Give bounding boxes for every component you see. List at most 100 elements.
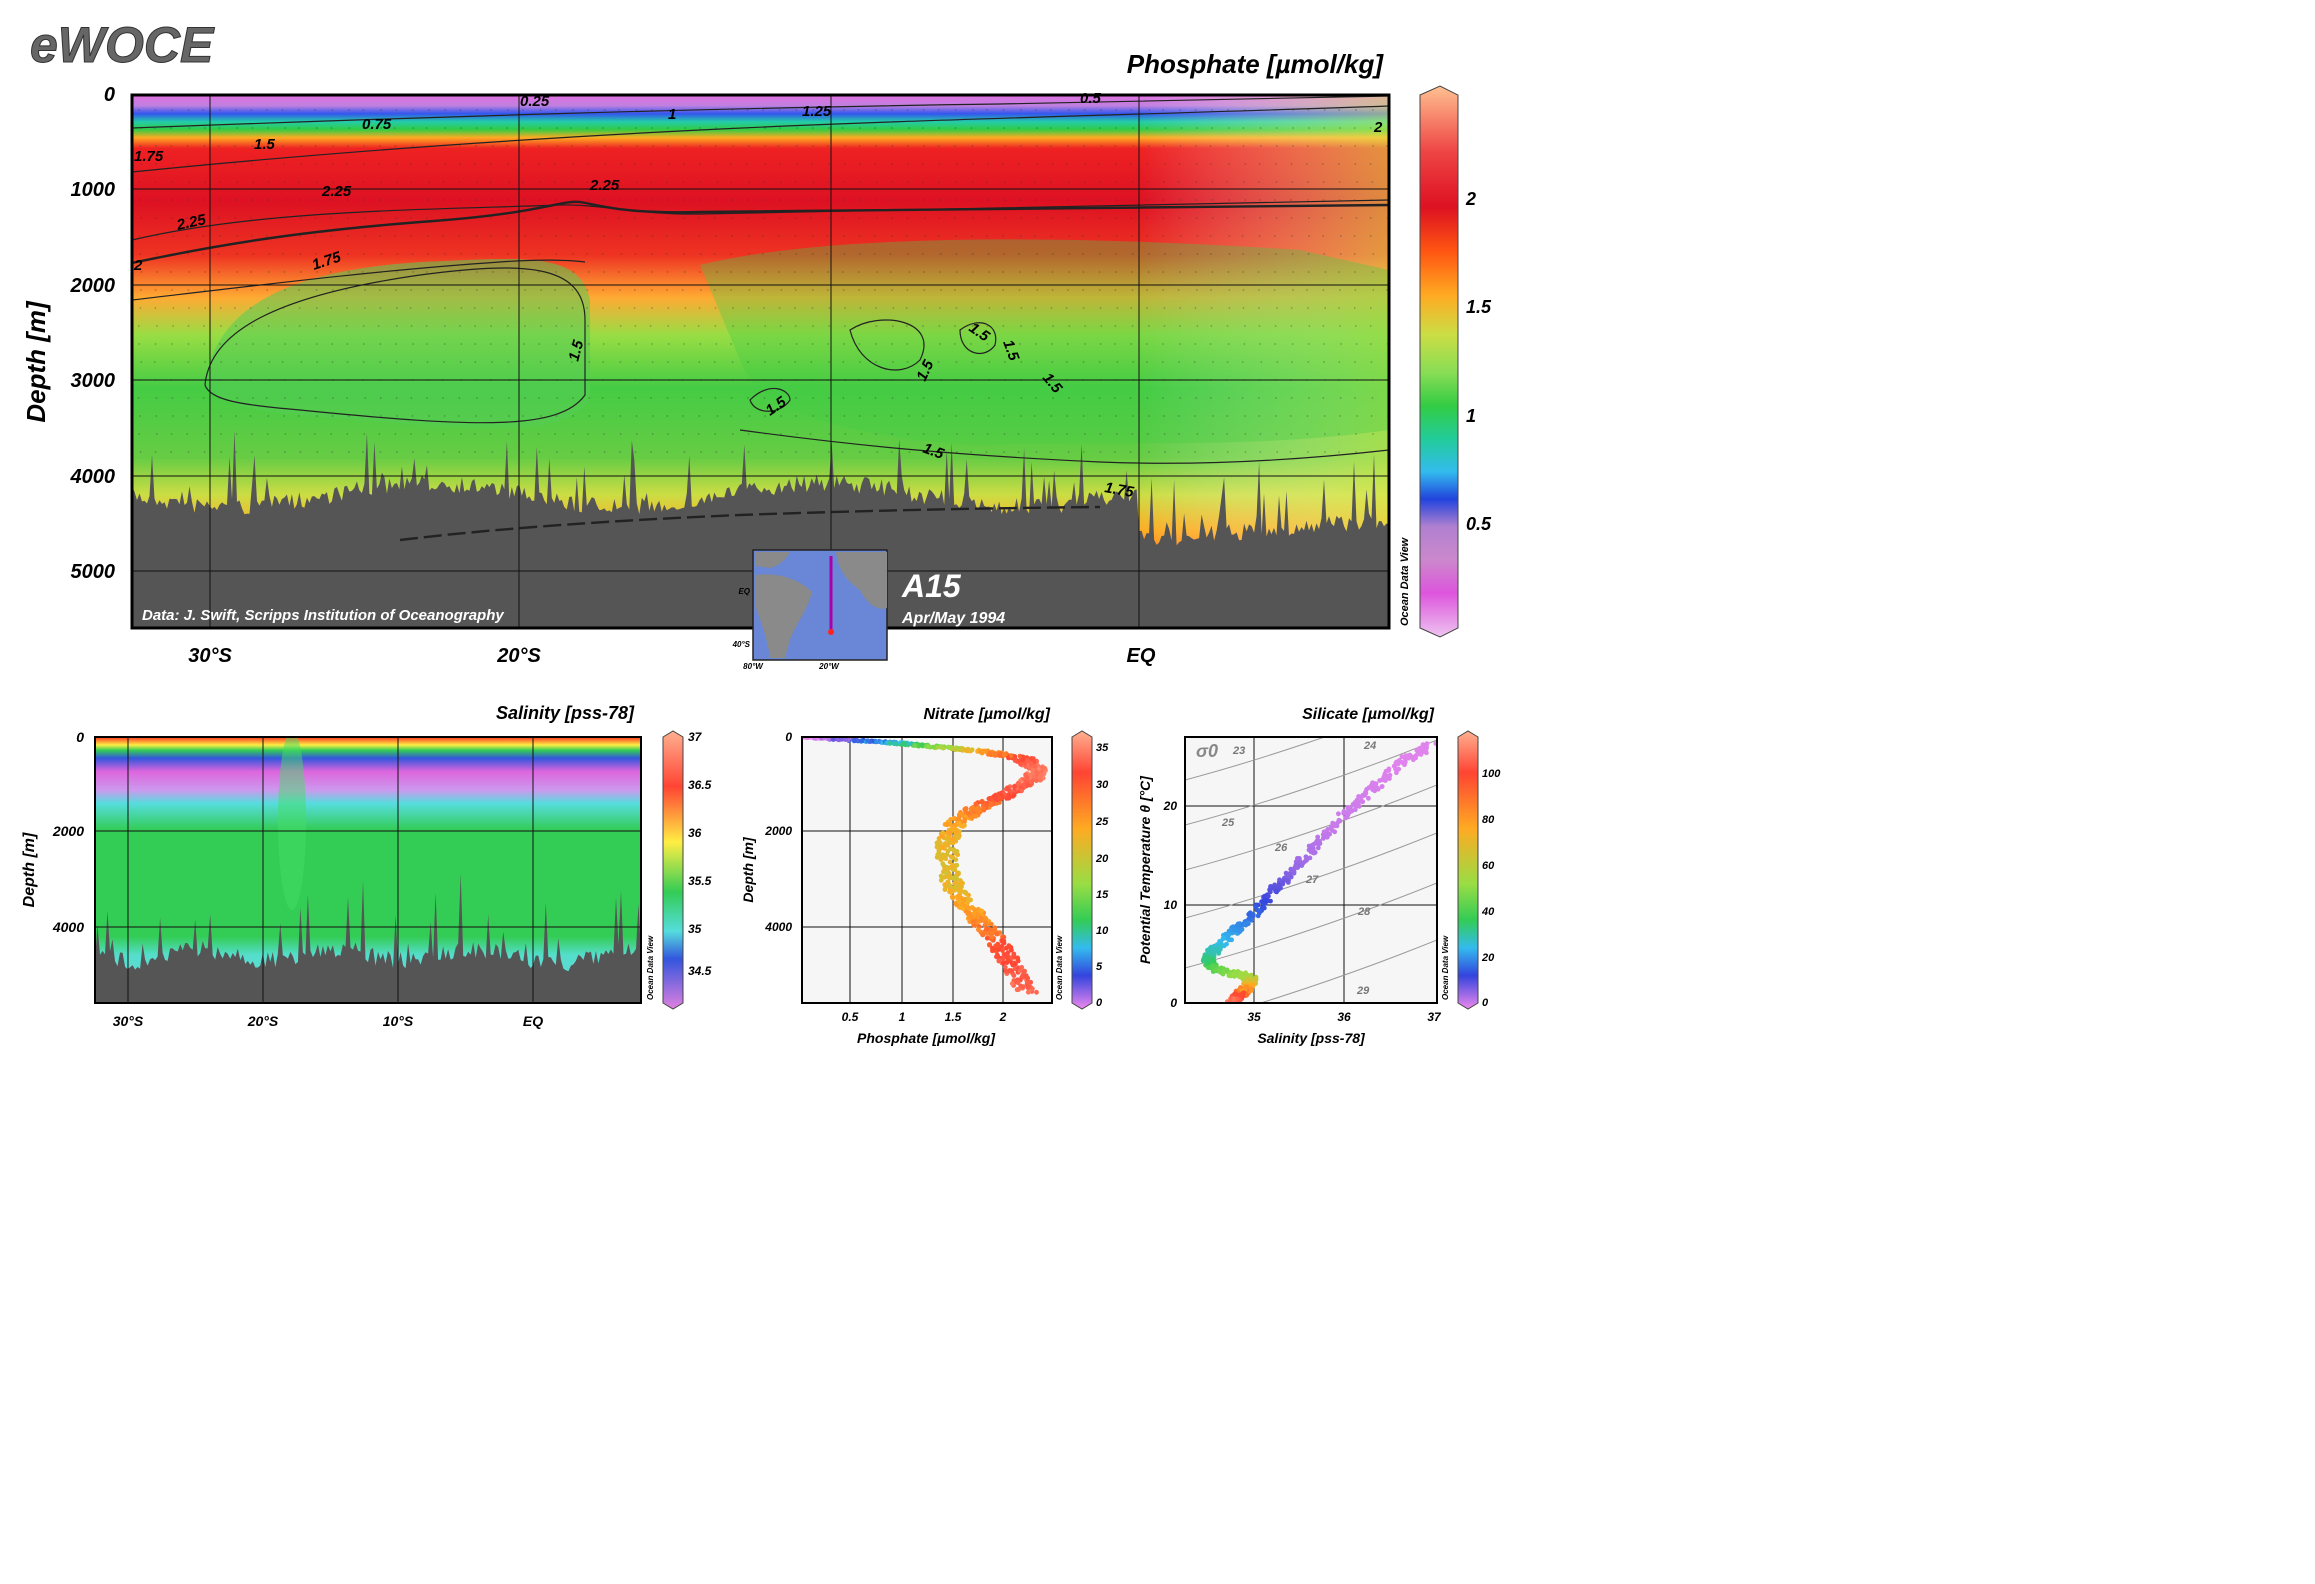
station-sample: [794, 325, 797, 327]
station-sample: [1290, 325, 1293, 327]
station-sample: [538, 271, 540, 273]
station-sample: [748, 145, 750, 147]
scatter-point: [1036, 766, 1042, 772]
scatter-point: [1234, 992, 1239, 998]
station-sample: [587, 109, 590, 111]
colorbar-tick: 0.5: [1466, 514, 1492, 534]
scatter-point: [983, 916, 989, 921]
station-sample: [506, 145, 509, 147]
station-sample: [1258, 253, 1261, 255]
station-sample: [1050, 307, 1053, 309]
station-sample: [1355, 451, 1357, 453]
station-sample: [651, 361, 654, 363]
scatter-point: [976, 918, 982, 924]
station-sample: [890, 181, 893, 183]
station-sample: [1145, 199, 1148, 201]
station-sample: [396, 307, 398, 309]
scatter-point: [938, 877, 944, 883]
station-sample: [282, 163, 285, 165]
station-sample: [1098, 397, 1101, 399]
station-sample: [858, 343, 861, 345]
station-sample: [572, 109, 574, 111]
station-sample: [154, 307, 157, 309]
station-sample: [1307, 307, 1309, 309]
station-sample: [329, 271, 332, 273]
station-sample: [1227, 343, 1230, 345]
station-sample: [187, 451, 190, 453]
station-sample: [363, 217, 366, 219]
station-sample: [1275, 145, 1278, 147]
station-sample: [810, 217, 812, 219]
station-sample: [1161, 397, 1164, 399]
station-sample: [939, 307, 941, 309]
station-sample: [521, 361, 524, 363]
station-sample: [395, 325, 398, 327]
station-sample: [137, 397, 140, 399]
section-date: Apr/May 1994: [901, 610, 1005, 627]
station-sample: [298, 343, 300, 345]
station-sample: [345, 163, 348, 165]
station-sample: [652, 199, 654, 201]
station-sample: [505, 343, 508, 345]
station-sample: [379, 451, 382, 453]
contour-label: 2.25: [174, 211, 208, 234]
station-sample: [891, 361, 894, 363]
station-sample: [155, 397, 158, 399]
station-sample: [140, 271, 143, 273]
station-sample: [1196, 163, 1198, 165]
station-sample: [540, 235, 542, 237]
station-sample: [1305, 163, 1308, 165]
station-sample: [473, 163, 476, 165]
station-sample: [940, 397, 943, 399]
station-sample: [1115, 217, 1117, 219]
station-sample: [428, 181, 430, 183]
station-sample: [859, 397, 861, 399]
x-tick: 20°S: [496, 645, 541, 667]
scatter-point: [1288, 874, 1294, 880]
nit-grid: [802, 737, 1052, 1003]
station-sample: [1081, 217, 1084, 219]
station-sample: [586, 307, 588, 309]
station-sample: [362, 181, 365, 183]
station-sample: [1226, 451, 1229, 453]
scatter-point: [1271, 886, 1277, 892]
scatter-point: [997, 795, 1003, 801]
station-sample: [1226, 361, 1229, 363]
ts-watermark: Ocean Data View: [1441, 935, 1450, 1000]
station-sample: [1162, 199, 1165, 201]
main-x-ticks: 30°S 20°S EQ: [188, 645, 1156, 667]
station-sample: [905, 307, 908, 309]
station-sample: [1339, 397, 1342, 399]
station-sample: [923, 451, 926, 453]
station-sample: [697, 325, 700, 327]
station-sample: [889, 199, 892, 201]
station-sample: [156, 235, 158, 237]
station-sample: [1274, 271, 1276, 273]
station-sample: [172, 235, 175, 237]
station-sample: [1034, 343, 1037, 345]
station-sample: [1355, 109, 1357, 111]
station-sample: [588, 361, 591, 363]
station-sample: [1146, 163, 1149, 165]
station-sample: [1244, 163, 1247, 165]
station-sample: [329, 199, 332, 201]
station-sample: [955, 397, 957, 399]
scatter-point: [1023, 973, 1029, 978]
station-sample: [170, 199, 173, 201]
station-sample: [1051, 271, 1054, 273]
isopycnal-line: [1185, 737, 1326, 781]
station-sample: [380, 217, 383, 219]
station-sample: [1146, 235, 1149, 237]
station-sample: [379, 343, 382, 345]
station-sample: [1338, 109, 1341, 111]
station-sample: [1049, 451, 1052, 453]
station-sample: [890, 415, 893, 417]
colorbar-tick: 35: [688, 922, 702, 936]
station-sample: [1178, 325, 1181, 327]
station-sample: [1211, 433, 1214, 435]
station-sample: [1209, 163, 1212, 165]
station-sample: [731, 199, 734, 201]
station-sample: [139, 307, 142, 309]
station-sample: [508, 397, 511, 399]
station-sample: [265, 109, 268, 111]
